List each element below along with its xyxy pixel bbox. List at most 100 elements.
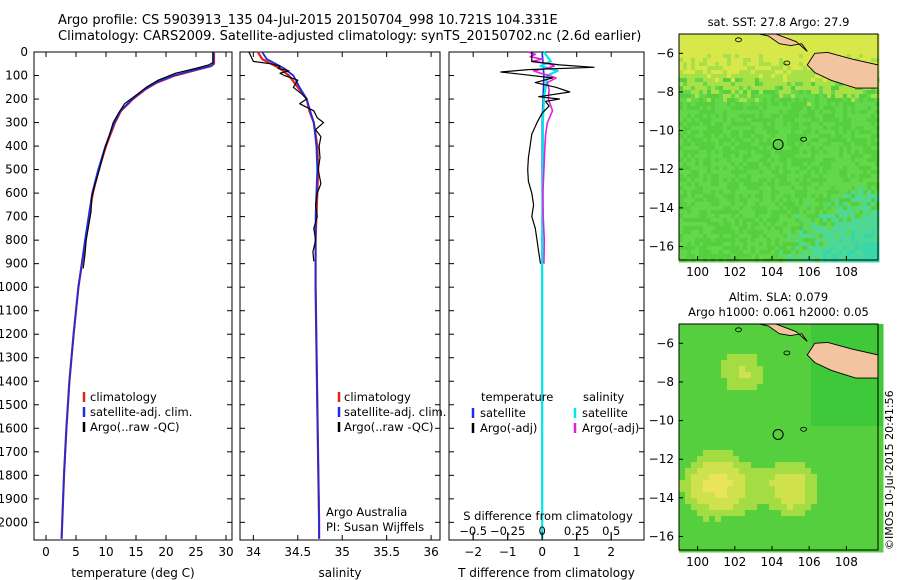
- field-cell: [827, 194, 832, 199]
- field-cell: [767, 102, 772, 107]
- field-cell: [781, 534, 788, 541]
- field-cell: [707, 122, 712, 127]
- field-cell: [739, 46, 744, 51]
- y-tick-label: 400: [5, 139, 28, 153]
- field-cell: [719, 130, 724, 135]
- field-cell: [853, 528, 860, 535]
- field-cell: [831, 102, 836, 107]
- field-cell: [867, 98, 872, 103]
- field-cell: [733, 444, 740, 451]
- y-tick-label: 1100: [0, 304, 28, 318]
- field-cell: [755, 130, 760, 135]
- field-cell: [711, 134, 716, 139]
- field-cell: [767, 170, 772, 175]
- field-cell: [795, 70, 800, 75]
- field-cell: [793, 354, 800, 361]
- field-cell: [711, 70, 716, 75]
- field-cell: [771, 162, 776, 167]
- field-cell: [691, 408, 698, 415]
- field-cell: [811, 546, 818, 553]
- field-cell: [727, 62, 732, 67]
- field-cell: [841, 444, 848, 451]
- field-cell: [805, 444, 812, 451]
- field-cell: [727, 170, 732, 175]
- field-cell: [763, 444, 770, 451]
- field-cell: [685, 486, 692, 493]
- field-cell: [775, 118, 780, 123]
- field-cell: [859, 432, 866, 439]
- field-cell: [815, 202, 820, 207]
- field-cell: [739, 170, 744, 175]
- field-cell: [679, 426, 686, 433]
- field-cell: [831, 226, 836, 231]
- field-cell: [723, 126, 728, 131]
- field-cell: [805, 366, 812, 373]
- field-cell: [795, 74, 800, 79]
- field-cell: [703, 366, 710, 373]
- field-cell: [851, 162, 856, 167]
- field-cell: [799, 546, 806, 553]
- field-cell: [787, 70, 792, 75]
- field-cell: [823, 194, 828, 199]
- field-cell: [763, 540, 770, 547]
- field-cell: [719, 190, 724, 195]
- field-cell: [723, 190, 728, 195]
- field-cell: [703, 170, 708, 175]
- field-cell: [769, 444, 776, 451]
- field-cell: [815, 34, 820, 39]
- field-cell: [697, 456, 704, 463]
- y-tick-label: 1300: [0, 351, 28, 365]
- field-cell: [871, 414, 878, 421]
- field-cell: [703, 134, 708, 139]
- field-cell: [823, 324, 830, 331]
- field-cell: [727, 486, 734, 493]
- field-cell: [723, 146, 728, 151]
- field-cell: [839, 158, 844, 163]
- field-cell: [787, 474, 794, 481]
- field-cell: [811, 480, 818, 487]
- field-cell: [767, 246, 772, 251]
- field-cell: [747, 54, 752, 59]
- field-cell: [767, 62, 772, 67]
- field-cell: [739, 396, 746, 403]
- field-cell: [877, 474, 884, 481]
- field-cell: [685, 492, 692, 499]
- field-cell: [751, 202, 756, 207]
- field-cell: [795, 106, 800, 111]
- field-cell: [727, 150, 732, 155]
- field-cell: [767, 214, 772, 219]
- field-cell: [739, 114, 744, 119]
- field-cell: [811, 154, 816, 159]
- field-cell: [807, 158, 812, 163]
- field-cell: [709, 528, 716, 535]
- field-cell: [763, 186, 768, 191]
- field-cell: [781, 396, 788, 403]
- field-cell: [745, 480, 752, 487]
- field-cell: [835, 154, 840, 159]
- field-cell: [715, 456, 722, 463]
- field-cell: [823, 38, 828, 43]
- field-cell: [855, 242, 860, 247]
- field-cell: [823, 82, 828, 87]
- field-cell: [763, 498, 770, 505]
- field-cell: [815, 170, 820, 175]
- field-cell: [687, 126, 692, 131]
- field-cell: [733, 378, 740, 385]
- field-cell: [679, 330, 686, 337]
- field-cell: [727, 534, 734, 541]
- field-cell: [711, 50, 716, 55]
- field-cell: [683, 218, 688, 223]
- field-cell: [767, 54, 772, 59]
- field-cell: [715, 366, 722, 373]
- field-cell: [755, 70, 760, 75]
- field-cell: [697, 522, 704, 529]
- field-cell: [805, 486, 812, 493]
- field-cell: [829, 498, 836, 505]
- field-cell: [703, 118, 708, 123]
- field-cell: [755, 110, 760, 115]
- field-cell: [779, 166, 784, 171]
- field-cell: [727, 528, 734, 535]
- field-cell: [795, 178, 800, 183]
- island-outline: [783, 350, 791, 356]
- field-cell: [863, 114, 868, 119]
